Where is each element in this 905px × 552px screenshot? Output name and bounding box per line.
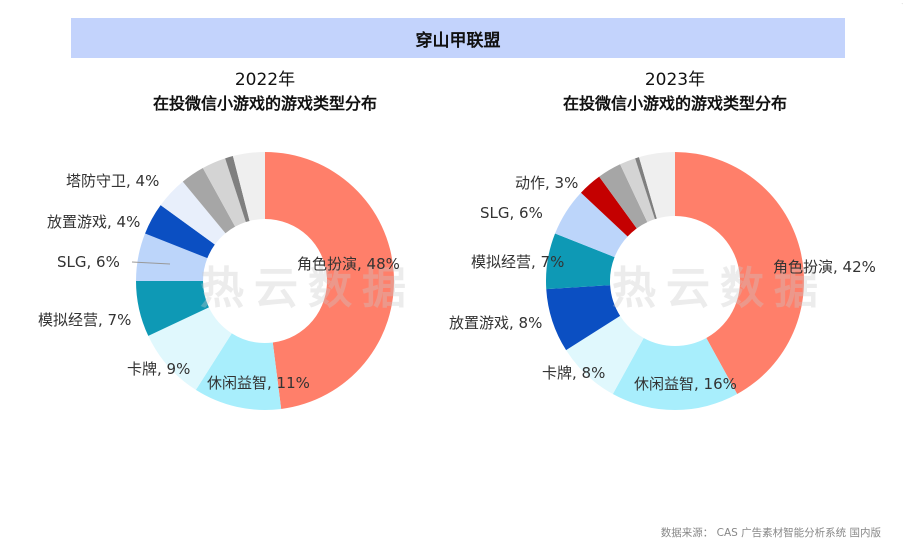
- donut-segment: [225, 156, 250, 223]
- slg-leader-line: [131, 261, 171, 265]
- watermark-2023: 热云数据: [612, 263, 828, 314]
- donut-segment: [566, 315, 644, 395]
- donut-segment: [599, 164, 648, 229]
- donut-segment: [195, 333, 282, 410]
- label-2022-rpg: 角色扮演, 48%: [297, 255, 400, 273]
- donut-2023: [546, 152, 805, 410]
- watermark-2022: 热云数据: [200, 263, 416, 314]
- chart-2023-title: 2023年 在投微信小游戏的游戏类型分布: [515, 68, 835, 116]
- donut-segment: [136, 233, 208, 281]
- label-2023-slg: SLG, 6%: [480, 204, 543, 222]
- label-2023-rpg: 角色扮演, 42%: [773, 258, 876, 276]
- donut-segment: [620, 158, 655, 223]
- donut-segment: [136, 281, 209, 336]
- donut-segment: [675, 152, 805, 395]
- chart-2022-subtitle: 在投微信小游戏的游戏类型分布: [152, 94, 377, 113]
- label-2023-card: 卡牌, 8%: [542, 364, 606, 382]
- chart-2023-year: 2023年: [644, 70, 706, 90]
- label-2023-simulation: 模拟经营, 7%: [471, 253, 565, 271]
- donut-2022: [136, 152, 394, 410]
- label-2023-casual: 休闲益智, 16%: [634, 375, 737, 393]
- label-2022-card: 卡牌, 9%: [127, 360, 191, 378]
- donut-segment: [160, 181, 226, 245]
- label-2022-slg: SLG, 6%: [57, 253, 120, 271]
- company-banner: 穿山甲联盟: [71, 18, 845, 58]
- label-2022-idle: 放置游戏, 4%: [47, 213, 141, 231]
- label-2023-idle: 放置游戏, 8%: [449, 314, 543, 332]
- donut-segment: [546, 285, 621, 351]
- corner-mark: ⸱: [901, 1, 903, 8]
- donut-segment: [546, 233, 615, 290]
- donut-segment: [265, 152, 394, 409]
- banner-title: 穿山甲联盟: [415, 30, 501, 51]
- donut-segment: [148, 307, 232, 390]
- chart-2022-year: 2022年: [234, 70, 296, 90]
- chart-2022-title: 2022年 在投微信小游戏的游戏类型分布: [105, 68, 425, 116]
- donut-segment: [635, 157, 657, 220]
- donut-segment: [145, 205, 215, 259]
- donut-segment: [580, 176, 637, 237]
- donut-segment: [182, 167, 236, 234]
- donut-segment: [639, 152, 675, 219]
- donut-segment: [612, 337, 738, 410]
- label-2022-tower-defense: 塔防守卫, 4%: [66, 172, 160, 190]
- label-2023-action: 动作, 3%: [515, 174, 579, 192]
- data-source-note: 数据来源： CAS 广告素材智能分析系统 国内版: [660, 527, 881, 539]
- label-2022-casual: 休闲益智, 11%: [207, 374, 310, 392]
- donut-segment: [555, 192, 628, 258]
- donut-segment: [232, 152, 265, 221]
- donut-segment: [202, 158, 246, 227]
- label-2022-simulation: 模拟经营, 7%: [38, 311, 132, 329]
- chart-2023-subtitle: 在投微信小游戏的游戏类型分布: [562, 94, 787, 113]
